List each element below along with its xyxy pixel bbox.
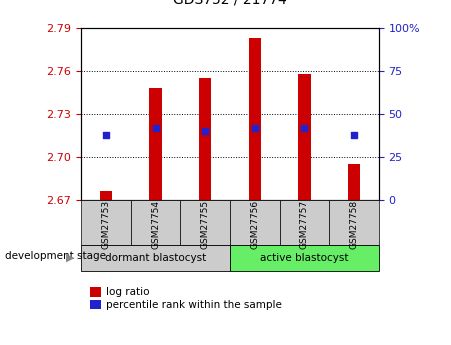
Point xyxy=(350,132,358,137)
Text: development stage: development stage xyxy=(5,251,106,261)
Bar xyxy=(199,78,212,200)
Bar xyxy=(249,38,261,200)
Text: active blastocyst: active blastocyst xyxy=(260,253,349,263)
Point xyxy=(251,125,258,130)
Text: dormant blastocyst: dormant blastocyst xyxy=(105,253,206,263)
Bar xyxy=(100,191,112,200)
Bar xyxy=(298,73,311,200)
Point xyxy=(152,125,159,130)
Text: GSM27758: GSM27758 xyxy=(350,200,359,249)
Text: GSM27753: GSM27753 xyxy=(101,200,110,249)
Text: GSM27757: GSM27757 xyxy=(300,200,309,249)
Text: log ratio: log ratio xyxy=(106,287,149,297)
Point xyxy=(202,128,209,134)
Text: GSM27754: GSM27754 xyxy=(151,200,160,249)
Text: percentile rank within the sample: percentile rank within the sample xyxy=(106,300,282,309)
Point xyxy=(301,125,308,130)
Text: GSM27756: GSM27756 xyxy=(250,200,259,249)
Text: GSM27755: GSM27755 xyxy=(201,200,210,249)
Point xyxy=(102,132,110,137)
Bar xyxy=(348,164,360,200)
Text: ▶: ▶ xyxy=(66,253,74,263)
Bar xyxy=(149,88,162,200)
Text: GDS752 / 21774: GDS752 / 21774 xyxy=(173,0,287,7)
